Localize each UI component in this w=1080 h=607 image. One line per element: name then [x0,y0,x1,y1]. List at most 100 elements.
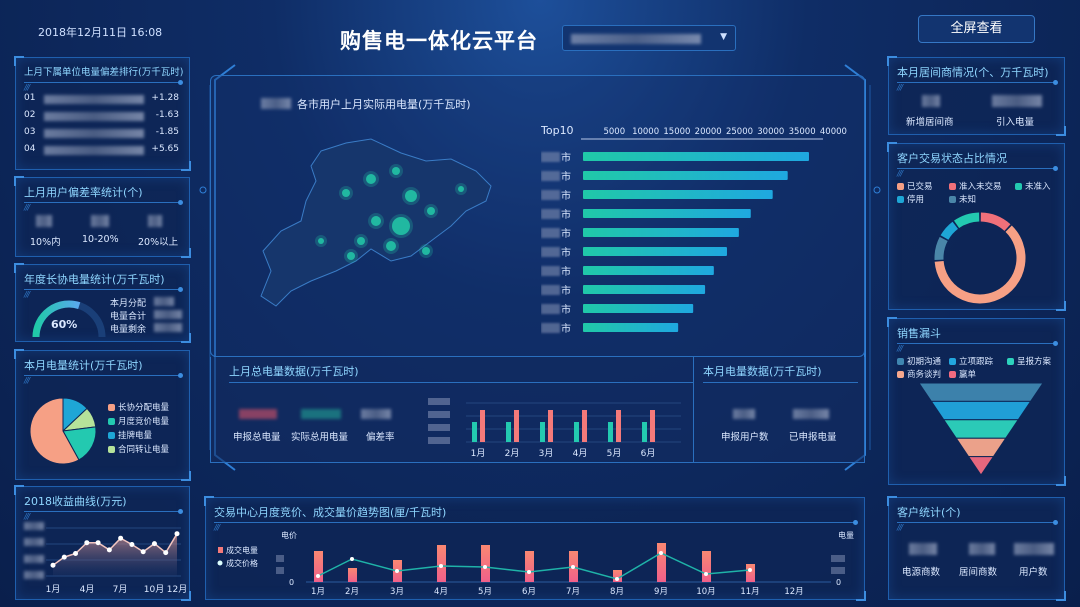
funnel-legend-item: 赢单 [949,368,976,380]
funnel-panel: 销售漏斗 /// 初期沟通 立项跟踪 呈报方案 商务谈判 赢单 [887,317,1066,486]
map-dot [342,189,350,197]
income-x-label: 1月 [46,584,61,595]
volume-bar [657,543,666,582]
legend-volume: 成交电量 [226,545,258,555]
legend-swatch [949,357,956,365]
legend-swatch [949,370,956,378]
monthly-title: 本月电量统计(万千瓦时) [24,359,143,372]
top10-bar [583,171,788,180]
trend-title: 交易中心月度竞价、成交量价趋势图(厘/千瓦时) [214,506,447,519]
legend-label: 赢单 [959,370,977,380]
income-point [95,540,101,546]
donut-segment [934,225,1026,304]
map-dot [405,190,417,202]
mid-bar [540,422,545,442]
map-dot [422,247,430,255]
volume-bar [314,551,323,582]
funnel-layer [967,456,995,476]
right-zero: 0 [836,578,841,587]
top10-city-blurred [541,190,560,200]
gauge-percent: 60% [51,318,78,331]
income-panel: 2018收益曲线(万元) /// 1月 4月 7月 10月 12月 [14,485,191,601]
income-point [50,562,56,568]
legend-swatch [108,403,115,411]
legend-volume-swatch [218,547,223,553]
left-axis-label: 电价 [281,530,297,540]
customer-title: 客户统计(个) [897,506,961,519]
rank-unit-name [44,129,144,138]
map-dot [392,167,400,175]
top10-bar-chart: Top10 5000 10000 15000 20000 25000 30000 35000 4… [541,124,847,335]
legend-swatch [897,370,904,378]
legend-label: 合同转让电量 [118,445,170,455]
funnel-layer [955,437,1007,458]
region-select[interactable]: ▼ [562,25,736,51]
pie-legend-item: 挂牌电量 [108,429,152,441]
rank-number: 04 [24,144,36,154]
funnel-legend-item: 初期沟通 [897,355,941,367]
imported-energy-label: 引入电量 [996,117,1035,128]
price-point [527,570,531,574]
mid-bar [642,422,647,442]
deviation-label-1: 10%内 [30,237,61,248]
axis-tick-blurred [276,567,284,574]
status-title: 客户交易状态占比情况 [897,152,1007,165]
right-axis-label: 电量 [838,530,854,540]
top10-bar [583,323,679,332]
price-point [704,572,708,576]
broker-title: 本月居间商情况(个、万千瓦时) [897,66,1049,79]
this-month-title: 本月电量数据(万千瓦时) [703,365,822,378]
fullscreen-button[interactable]: 全屏查看 [918,15,1035,43]
actual-total-label: 实际总用电量 [291,432,349,443]
rank-value: -1.63 [155,110,179,120]
top10-tick: 40000 [820,127,847,137]
top10-bar [583,304,694,313]
legend-swatch [949,182,956,190]
map-title: 各市用户上月实际用电量(万千瓦时) [297,98,471,111]
annual-label-3: 电量剩余 [110,325,147,335]
mid-bar [548,410,553,442]
funnel-title: 销售漏斗 [897,327,941,340]
y-tick-blurred [428,424,450,431]
annual-title: 年度长协电量统计(万千瓦时) [24,273,165,286]
legend-label: 立项跟踪 [959,357,994,367]
status-legend-item: 未知 [949,193,976,205]
income-point [118,535,124,541]
gauge [32,300,106,338]
funnel-layer [942,419,1020,439]
top10-bar [583,209,751,218]
rank-number: 01 [24,93,36,103]
income-point [73,551,79,556]
legend-label: 呈报方案 [1017,357,1052,367]
legend-price: 成交价格 [226,558,258,568]
mid-x-label: 5月 [607,448,622,459]
legend-label: 挂牌电量 [118,431,153,441]
volume-bar [481,545,490,582]
donut-segment [953,212,980,229]
map-dot [427,207,435,215]
top10-bar [583,285,706,294]
last-month-bar-chart: 1月 2月 3月 4月 5月 6月 [428,398,681,459]
legend-label: 月度竞价电量 [118,417,170,427]
deviation-label-3: 20%以上 [138,237,179,248]
mid-x-label: 1月 [471,448,486,459]
customer-panel: 客户统计(个) /// 电源商数 居间商数 用户数 [887,496,1066,601]
volume-bar [746,564,755,582]
legend-swatch [108,445,115,453]
mid-bar [574,422,579,442]
funnel-legend-item: 立项跟踪 [949,355,993,367]
top10-tick: 15000 [663,127,690,137]
top10-city-label: 市 [561,170,571,183]
status-legend-item: 已交易 [897,180,933,192]
top10-label: Top10 [541,124,574,137]
broker-count-label: 居间商数 [959,567,998,578]
y-tick-blurred [428,411,450,418]
legend-label: 未准入 [1025,182,1051,192]
monthly-panel: 本月电量统计(万千瓦时) /// 长协分配电量 月度竞价电量 挂牌电量 合同转让电量 [14,349,191,481]
donut-segment [980,212,1011,232]
volume-bar [525,551,534,582]
annual-panel: 年度长协电量统计(万千瓦时) /// 60% 本月分配 电量合计 电量剩余 [14,263,191,343]
top10-bar [583,190,773,199]
rank-unit-name [44,112,144,121]
